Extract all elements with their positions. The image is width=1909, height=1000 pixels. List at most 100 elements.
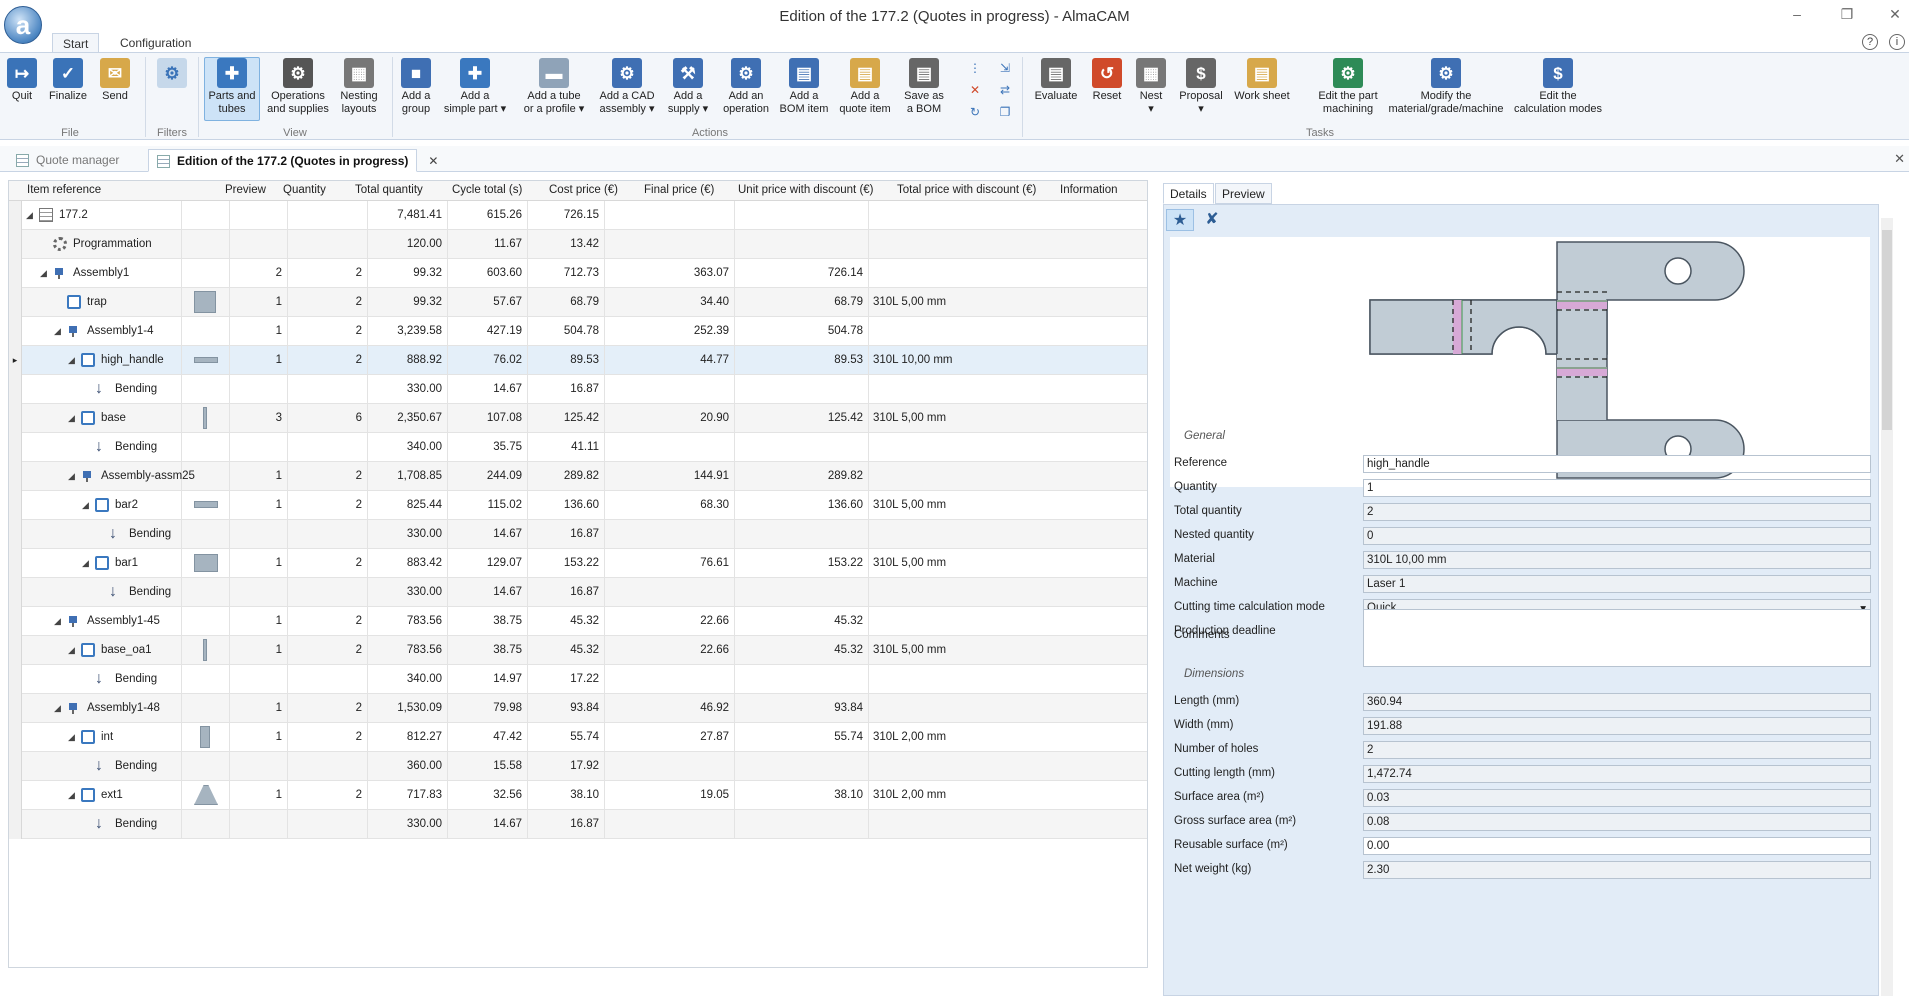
col-total-quantity[interactable]: Total quantity: [355, 184, 423, 196]
cell-info[interactable]: 310L 5,00 mm: [869, 404, 1147, 433]
table-row[interactable]: ◢ bar2 1 2 825.44 115.02 136.60 68.30 136.60 310L…: [9, 491, 1147, 520]
expand-toggle-icon[interactable]: ◢: [68, 645, 75, 655]
cell-unit[interactable]: 76.61: [605, 549, 735, 578]
col-quantity[interactable]: Quantity: [283, 184, 326, 196]
cell-total[interactable]: 125.42: [735, 404, 869, 433]
parts-and-tubes-button[interactable]: ✚ Parts and tubes: [204, 57, 260, 121]
dimension-field[interactable]: 0.00: [1363, 837, 1871, 855]
table-row[interactable]: ◢ Assembly1 2 2 99.32 603.60 712.73 363.07 726.1…: [9, 259, 1147, 288]
row-header[interactable]: [9, 201, 22, 230]
cell-final[interactable]: 13.42: [528, 230, 605, 259]
cell-unit[interactable]: [605, 201, 735, 230]
dimension-field[interactable]: 1,472.74: [1363, 765, 1871, 783]
cell-info[interactable]: [869, 520, 1147, 549]
cell-info[interactable]: [869, 578, 1147, 607]
cell-qty[interactable]: [230, 230, 288, 259]
cell-cost[interactable]: 427.19: [448, 317, 528, 346]
cell-info[interactable]: [869, 433, 1147, 462]
details-scrollbar[interactable]: [1881, 218, 1893, 996]
cell-final[interactable]: 16.87: [528, 520, 605, 549]
cell-tqty[interactable]: [288, 201, 368, 230]
expand-toggle-icon[interactable]: ◢: [68, 471, 75, 481]
cell-item-reference[interactable]: ↓ Bending: [22, 375, 182, 404]
cell-item-reference[interactable]: ◢ Assembly-assm25: [22, 462, 195, 491]
cell-qty[interactable]: 1: [230, 636, 288, 665]
cell-tqty[interactable]: [288, 810, 368, 839]
add-simple-part-button[interactable]: ✚ Add a simple part ▾: [440, 58, 510, 116]
cell-tqty[interactable]: 2: [288, 288, 368, 317]
cell-qty[interactable]: 1: [230, 694, 288, 723]
cell-cost[interactable]: 76.02: [448, 346, 528, 375]
comments-field[interactable]: [1363, 609, 1871, 667]
cell-item-reference[interactable]: ◢ Assembly1-4: [22, 317, 182, 346]
cell-final[interactable]: 289.82: [528, 462, 605, 491]
cell-info[interactable]: [869, 317, 1147, 346]
copy-icon[interactable]: ❐: [999, 105, 1011, 119]
cell-info[interactable]: 310L 2,00 mm: [869, 723, 1147, 752]
tab-preview[interactable]: Preview: [1215, 183, 1272, 204]
cell-qty[interactable]: [230, 520, 288, 549]
minimize-button[interactable]: –: [1793, 6, 1801, 22]
cell-info[interactable]: [869, 810, 1147, 839]
cell-cycle[interactable]: 330.00: [368, 375, 448, 404]
cell-unit[interactable]: 20.90: [605, 404, 735, 433]
cell-tqty[interactable]: [288, 433, 368, 462]
delete-icon[interactable]: ✕: [969, 83, 981, 97]
cell-cycle[interactable]: 330.00: [368, 810, 448, 839]
add-cad-assembly-button[interactable]: ⚙ Add a CAD assembly ▾: [596, 58, 658, 116]
row-header[interactable]: [9, 520, 22, 549]
cell-qty[interactable]: 1: [230, 462, 288, 491]
table-row[interactable]: ↓ Bending 330.00 14.67 16.87: [9, 375, 1147, 404]
row-header[interactable]: [9, 752, 22, 781]
row-header[interactable]: [9, 781, 22, 810]
cell-tqty[interactable]: 2: [288, 346, 368, 375]
col-cycle-total[interactable]: Cycle total (s): [452, 184, 523, 196]
table-row[interactable]: ◢ 177.2 7,481.41 615.26 726.15: [9, 201, 1147, 230]
cell-cycle[interactable]: 340.00: [368, 433, 448, 462]
row-header[interactable]: [9, 230, 22, 259]
cell-final[interactable]: 16.87: [528, 810, 605, 839]
cell-info[interactable]: [869, 752, 1147, 781]
cell-info[interactable]: 310L 5,00 mm: [869, 288, 1147, 317]
cell-qty[interactable]: 3: [230, 404, 288, 433]
send-button[interactable]: ✉ Send: [96, 58, 134, 103]
row-header[interactable]: [9, 317, 22, 346]
cell-total[interactable]: [735, 752, 869, 781]
cell-total[interactable]: 93.84: [735, 694, 869, 723]
cell-cycle[interactable]: 717.83: [368, 781, 448, 810]
cell-unit[interactable]: 27.87: [605, 723, 735, 752]
cell-total[interactable]: 289.82: [735, 462, 869, 491]
cell-item-reference[interactable]: ◢ Assembly1: [22, 259, 182, 288]
row-header[interactable]: [9, 549, 22, 578]
cell-total[interactable]: 45.32: [735, 607, 869, 636]
cell-item-reference[interactable]: ↓ Bending: [22, 665, 182, 694]
cell-item-reference[interactable]: ◢ Assembly1-48: [22, 694, 182, 723]
cell-item-reference[interactable]: ◢ bar1: [22, 549, 182, 578]
table-row[interactable]: ◢ int 1 2 812.27 47.42 55.74 27.87 55.74 310L 2,0…: [9, 723, 1147, 752]
cell-cost[interactable]: 129.07: [448, 549, 528, 578]
row-header[interactable]: ▸: [9, 346, 22, 375]
table-row[interactable]: ↓ Bending 340.00 14.97 17.22: [9, 665, 1147, 694]
refresh-icon[interactable]: ↻: [969, 105, 981, 119]
cell-info[interactable]: [869, 694, 1147, 723]
cell-qty[interactable]: 1: [230, 549, 288, 578]
cell-unit[interactable]: 68.30: [605, 491, 735, 520]
restore-button[interactable]: ❐: [1840, 6, 1854, 22]
cell-unit[interactable]: 44.77: [605, 346, 735, 375]
evaluate-button[interactable]: ▤ Evaluate: [1030, 58, 1082, 103]
cell-cycle[interactable]: 812.27: [368, 723, 448, 752]
operations-and-supplies-button[interactable]: ⚙ Operations and supplies: [266, 58, 330, 116]
cell-unit[interactable]: 252.39: [605, 317, 735, 346]
cell-item-reference[interactable]: ◢ Assembly1-45: [22, 607, 182, 636]
transfer-icon[interactable]: ⇄: [999, 83, 1011, 97]
cell-tqty[interactable]: 2: [288, 636, 368, 665]
expand-toggle-icon[interactable]: ◢: [68, 790, 75, 800]
close-window-button[interactable]: ✕: [1889, 6, 1901, 22]
table-row[interactable]: Programmation 120.00 11.67 13.42: [9, 230, 1147, 259]
dimension-field[interactable]: 2: [1363, 741, 1871, 759]
cell-final[interactable]: 17.22: [528, 665, 605, 694]
cell-qty[interactable]: [230, 752, 288, 781]
cell-unit[interactable]: 22.66: [605, 607, 735, 636]
cell-total[interactable]: [735, 201, 869, 230]
cell-qty[interactable]: [230, 810, 288, 839]
